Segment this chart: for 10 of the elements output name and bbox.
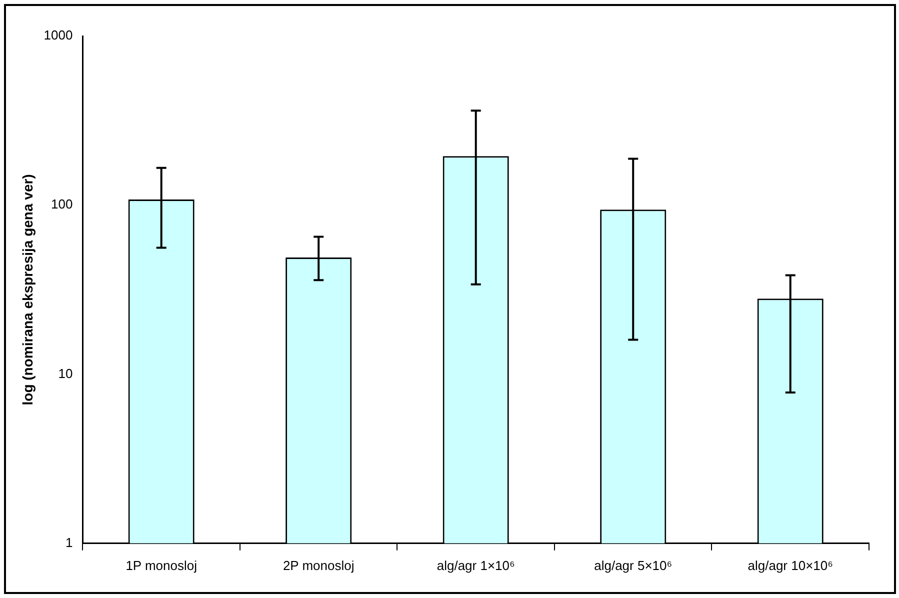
x-tick-label: 1P monosloj xyxy=(126,558,198,573)
x-tick-label: 2P monosloj xyxy=(282,558,354,573)
y-tick-label: 1 xyxy=(65,534,73,550)
x-tick-label: alg/agr 10×10⁶ xyxy=(748,558,833,573)
y-tick-label: 1000 xyxy=(44,28,73,43)
x-tick-label: alg/agr 1×10⁶ xyxy=(436,558,515,573)
y-tick-label: 100 xyxy=(51,196,73,212)
y-axis-title: log (nomirana ekspresija gena ver) xyxy=(19,174,36,406)
y-tick-label: 10 xyxy=(58,366,73,381)
x-tick-label: alg/agr 5×10⁶ xyxy=(594,558,672,573)
